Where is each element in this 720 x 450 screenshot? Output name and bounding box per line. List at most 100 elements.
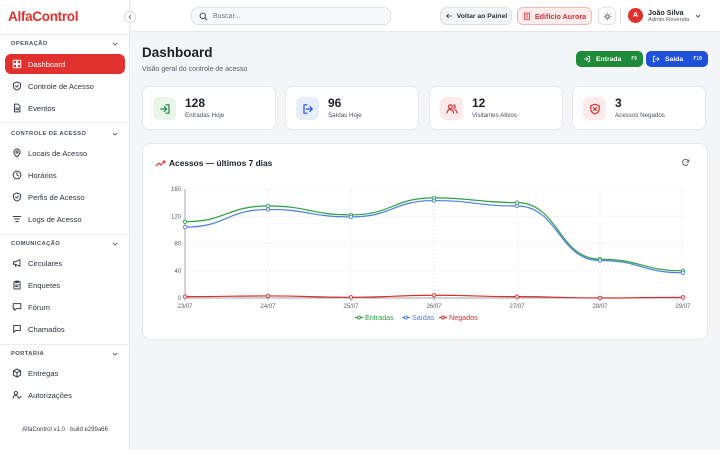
- data-point: [431, 198, 437, 203]
- data-point: [514, 203, 520, 209]
- dashboard-icon: [12, 59, 22, 69]
- top-header: Voltar ao Painel Edifício Aurora A João …: [131, 0, 720, 32]
- divider: [620, 8, 621, 24]
- data-point: [348, 214, 354, 220]
- data-point: [182, 294, 188, 299]
- kpi-value: 3: [615, 96, 622, 110]
- sidebar-item-autorizacoes[interactable]: Autorizações: [5, 385, 125, 405]
- y-tick-label: 120: [171, 214, 182, 220]
- x-tick-label: 29/07: [675, 304, 691, 310]
- building-selector-button[interactable]: Edifício Aurora: [517, 7, 592, 25]
- divider: [0, 122, 130, 123]
- sidebar-item-dashboard[interactable]: Dashboard: [5, 54, 125, 74]
- map-pin-icon: [12, 148, 22, 158]
- exit-label: Saída: [665, 55, 684, 63]
- sidebar-item-controle-de-acesso[interactable]: Controle de Acesso: [5, 76, 125, 96]
- sidebar-item-logs-de-acesso[interactable]: Logs de Acesso: [5, 209, 125, 229]
- x-tick-label: 23/07: [177, 304, 193, 310]
- kpi-label: Entradas Hoje: [185, 112, 225, 119]
- register-entry-button[interactable]: Entrada F9: [576, 51, 643, 67]
- sidebar-item-label: Enquetes: [28, 280, 61, 290]
- kpi-exits-today[interactable]: 96 Saídas Hoje: [285, 86, 419, 130]
- chart-title: Acessos — últimos 7 dias: [169, 158, 273, 168]
- x-tick-label: 26/07: [426, 304, 442, 310]
- sidebar-item-label: Autorizações: [28, 390, 72, 400]
- login-icon: [584, 55, 591, 63]
- building-icon: [523, 12, 530, 20]
- divider: [0, 234, 130, 235]
- sidebar-section-header[interactable]: PORTARIA: [0, 345, 130, 363]
- sidebar-item-eventos[interactable]: Eventos: [5, 98, 125, 118]
- sun-icon: [603, 12, 611, 20]
- sidebar-item-perfis-de-acesso[interactable]: Perfis de Acesso: [5, 187, 125, 207]
- data-point: [182, 225, 188, 230]
- kpi-entries-today[interactable]: 128 Entradas Hoje: [142, 86, 276, 130]
- sidebar-item-locais-de-acesso[interactable]: Locais de Acesso: [5, 143, 125, 163]
- data-point: [680, 295, 686, 300]
- legend-marker: [357, 315, 361, 320]
- theme-toggle-button[interactable]: [598, 7, 616, 25]
- avatar[interactable]: A: [628, 8, 643, 23]
- register-exit-button[interactable]: Saída F10: [646, 51, 708, 67]
- sidebar-section-header[interactable]: COMUNICAÇÃO: [0, 235, 130, 253]
- arrow-left-icon: [445, 13, 452, 19]
- y-tick-label: 160: [171, 187, 182, 193]
- back-to-panel-button[interactable]: Voltar ao Painel: [440, 7, 512, 25]
- kpi-active-visitors[interactable]: 12 Visitantes Ativos: [429, 86, 563, 130]
- logout-icon: [652, 55, 660, 63]
- sidebar-section-header[interactable]: OPERAÇÃO: [0, 35, 130, 53]
- search-box[interactable]: [191, 7, 391, 25]
- sidebar-item-label: Entregas: [28, 368, 59, 378]
- sidebar-section-label: CONTROLE DE ACESSO: [11, 131, 87, 137]
- data-point: [597, 295, 603, 301]
- sidebar-item-label: Perfis de Acesso: [28, 192, 85, 202]
- app-logo[interactable]: AlfaControl: [8, 9, 79, 24]
- app-version: AlfaControl v1.0 · build e299a66: [22, 427, 108, 433]
- package-icon: [12, 368, 22, 378]
- data-point: [182, 219, 188, 224]
- kpi-denied-access[interactable]: 3 Acessos Negados: [572, 86, 706, 130]
- chevron-left-icon: [128, 14, 132, 20]
- data-point: [265, 293, 271, 299]
- search-input[interactable]: [213, 12, 373, 20]
- refresh-icon[interactable]: [681, 158, 690, 167]
- user-name[interactable]: João Silva: [648, 8, 684, 17]
- sidebar-item-circulares[interactable]: Circulares: [5, 253, 125, 273]
- user-role: Admin Revenda: [648, 17, 690, 23]
- sidebar-item-forum[interactable]: Fórum: [5, 297, 125, 317]
- legend-marker: [404, 315, 408, 320]
- login-icon: [153, 97, 176, 120]
- data-point: [514, 200, 520, 205]
- data-point: [348, 295, 354, 300]
- sidebar-item-label: Logs de Acesso: [28, 214, 82, 224]
- chat-icon: [12, 302, 22, 312]
- access-chart-card: Acessos — últimos 7 dias 0 40 80 120 160 23/0…: [142, 143, 708, 340]
- legend-label: Saídas: [412, 313, 435, 322]
- y-tick-label: 0: [178, 296, 182, 302]
- sidebar-item-entregas[interactable]: Entregas: [5, 363, 125, 383]
- y-tick-label: 80: [174, 242, 181, 248]
- page-subtitle: Visão geral do controle de acesso: [142, 66, 248, 73]
- sidebar-item-label: Locais de Acesso: [28, 148, 88, 158]
- chevron-down-icon: [112, 242, 118, 246]
- collapse-sidebar-button[interactable]: [124, 11, 136, 23]
- sidebar-section-header[interactable]: CONTROLE DE ACESSO: [0, 125, 130, 143]
- sidebar-section-label: OPERAÇÃO: [11, 41, 48, 47]
- x-tick-label: 28/07: [592, 304, 608, 310]
- data-point: [265, 203, 271, 209]
- data-point: [431, 293, 437, 298]
- sidebar-item-label: Horários: [28, 170, 57, 180]
- sidebar: AlfaControl OPERAÇÃO Dashboard Controle …: [0, 0, 130, 450]
- chevron-down-icon[interactable]: [694, 12, 702, 20]
- sidebar-item-label: Chamados: [28, 324, 65, 334]
- entry-label: Entrada: [596, 55, 622, 63]
- kpi-label: Acessos Negados: [615, 112, 665, 119]
- sidebar-item-horarios[interactable]: Horários: [5, 165, 125, 185]
- sidebar-item-label: Eventos: [28, 103, 56, 113]
- x-tick-label: 25/07: [343, 304, 359, 310]
- sidebar-item-enquetes[interactable]: Enquetes: [5, 275, 125, 295]
- message-square-icon: [12, 324, 22, 334]
- sidebar-item-chamados[interactable]: Chamados: [5, 319, 125, 339]
- kpi-label: Visitantes Ativos: [472, 112, 517, 119]
- users-icon: [440, 97, 463, 120]
